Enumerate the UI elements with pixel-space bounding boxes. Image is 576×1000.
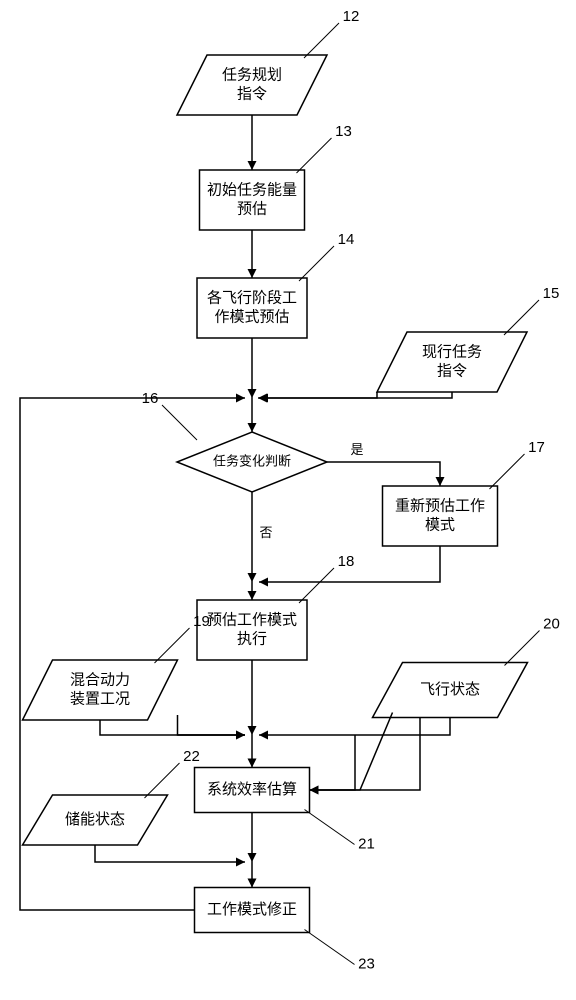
svg-text:模式: 模式 (425, 516, 455, 533)
svg-text:指令: 指令 (437, 362, 467, 379)
svg-text:预估工作模式: 预估工作模式 (207, 611, 297, 628)
flowchart-canvas: 任务规划指令12初始任务能量预估13各飞行阶段工作模式预估14现行任务指令15任… (0, 0, 576, 1000)
svg-text:20: 20 (543, 616, 560, 633)
svg-text:15: 15 (543, 285, 560, 302)
svg-text:12: 12 (343, 8, 360, 25)
svg-text:装置工况: 装置工况 (70, 690, 130, 707)
svg-text:22: 22 (183, 748, 200, 765)
svg-text:预估: 预估 (237, 200, 267, 217)
svg-text:21: 21 (358, 836, 375, 853)
svg-text:混合动力: 混合动力 (70, 671, 130, 688)
svg-text:工作模式修正: 工作模式修正 (207, 901, 297, 918)
svg-text:飞行状态: 飞行状态 (420, 681, 480, 698)
svg-text:13: 13 (335, 123, 352, 140)
svg-text:17: 17 (528, 439, 545, 456)
svg-text:23: 23 (358, 956, 375, 973)
svg-text:储能状态: 储能状态 (65, 811, 125, 828)
svg-text:重新预估工作: 重新预估工作 (395, 497, 485, 514)
svg-text:各飞行阶段工: 各飞行阶段工 (207, 289, 297, 306)
svg-text:系统效率估算: 系统效率估算 (207, 780, 297, 798)
svg-text:是: 是 (350, 442, 363, 457)
svg-text:18: 18 (338, 553, 355, 570)
svg-text:任务规划: 任务规划 (222, 66, 282, 83)
svg-text:指令: 指令 (237, 85, 267, 102)
svg-text:初始任务能量: 初始任务能量 (207, 181, 297, 198)
svg-text:19: 19 (193, 613, 210, 630)
svg-text:否: 否 (259, 525, 272, 540)
svg-text:现行任务: 现行任务 (422, 343, 482, 360)
svg-text:执行: 执行 (237, 630, 267, 647)
svg-text:作模式预估: 作模式预估 (214, 308, 289, 325)
svg-text:任务变化判断: 任务变化判断 (213, 453, 291, 468)
svg-text:14: 14 (338, 231, 355, 248)
